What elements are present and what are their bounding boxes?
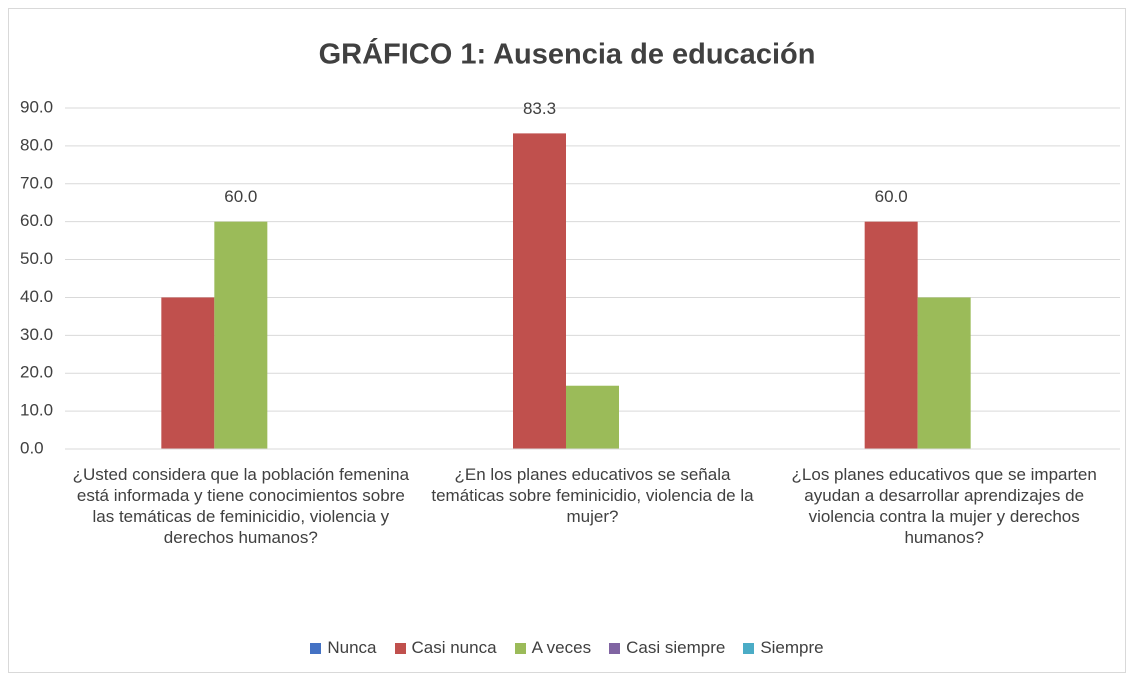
bar (161, 297, 215, 449)
legend-label: Siempre (760, 638, 824, 657)
bar (917, 297, 971, 449)
y-tick-label: 40.0 (20, 287, 53, 306)
x-tick-label: ¿En los planes educativos se señala temá… (431, 465, 754, 526)
data-label: 83.3 (523, 99, 556, 118)
y-tick-label: 60.0 (20, 211, 53, 230)
legend: Nunca Casi nunca A veces Casi siempre Siempr… (0, 638, 1134, 658)
data-label: 60.0 (875, 187, 908, 206)
y-tick-label: 30.0 (20, 325, 53, 344)
legend-swatch (394, 642, 406, 654)
bar (864, 221, 918, 449)
y-tick-label: 20.0 (20, 363, 53, 382)
x-tick-label: ¿Los planes educativos que se imparten a… (791, 465, 1097, 547)
legend-item: Casi siempre (609, 638, 725, 658)
legend-label: Casi nunca (411, 638, 497, 657)
legend-swatch (743, 642, 755, 654)
legend-swatch (514, 642, 526, 654)
y-tick-label: 80.0 (20, 135, 53, 154)
y-tick-label: 10.0 (20, 401, 53, 420)
legend-item: A veces (514, 638, 592, 658)
legend-swatch (609, 642, 621, 654)
legend-label: Casi siempre (626, 638, 726, 657)
legend-label: A veces (531, 638, 592, 657)
chart-title: GRÁFICO 1: Ausencia de educación (319, 37, 816, 71)
y-tick-label: 0.0 (20, 438, 44, 457)
y-tick-label: 70.0 (20, 173, 53, 192)
bar (513, 133, 566, 449)
legend-item: Siempre (743, 638, 824, 658)
data-label: 60.0 (224, 187, 257, 206)
y-tick-label: 50.0 (20, 249, 53, 268)
legend-item: Casi nunca (394, 638, 497, 658)
x-tick-label: ¿Usted considera que la población femeni… (72, 465, 410, 547)
legend-label: Nunca (327, 638, 377, 657)
bar (566, 385, 619, 449)
legend-item: Nunca (310, 638, 377, 658)
bar (214, 221, 268, 449)
y-tick-label: 90.0 (20, 97, 53, 116)
legend-swatch (310, 642, 322, 654)
